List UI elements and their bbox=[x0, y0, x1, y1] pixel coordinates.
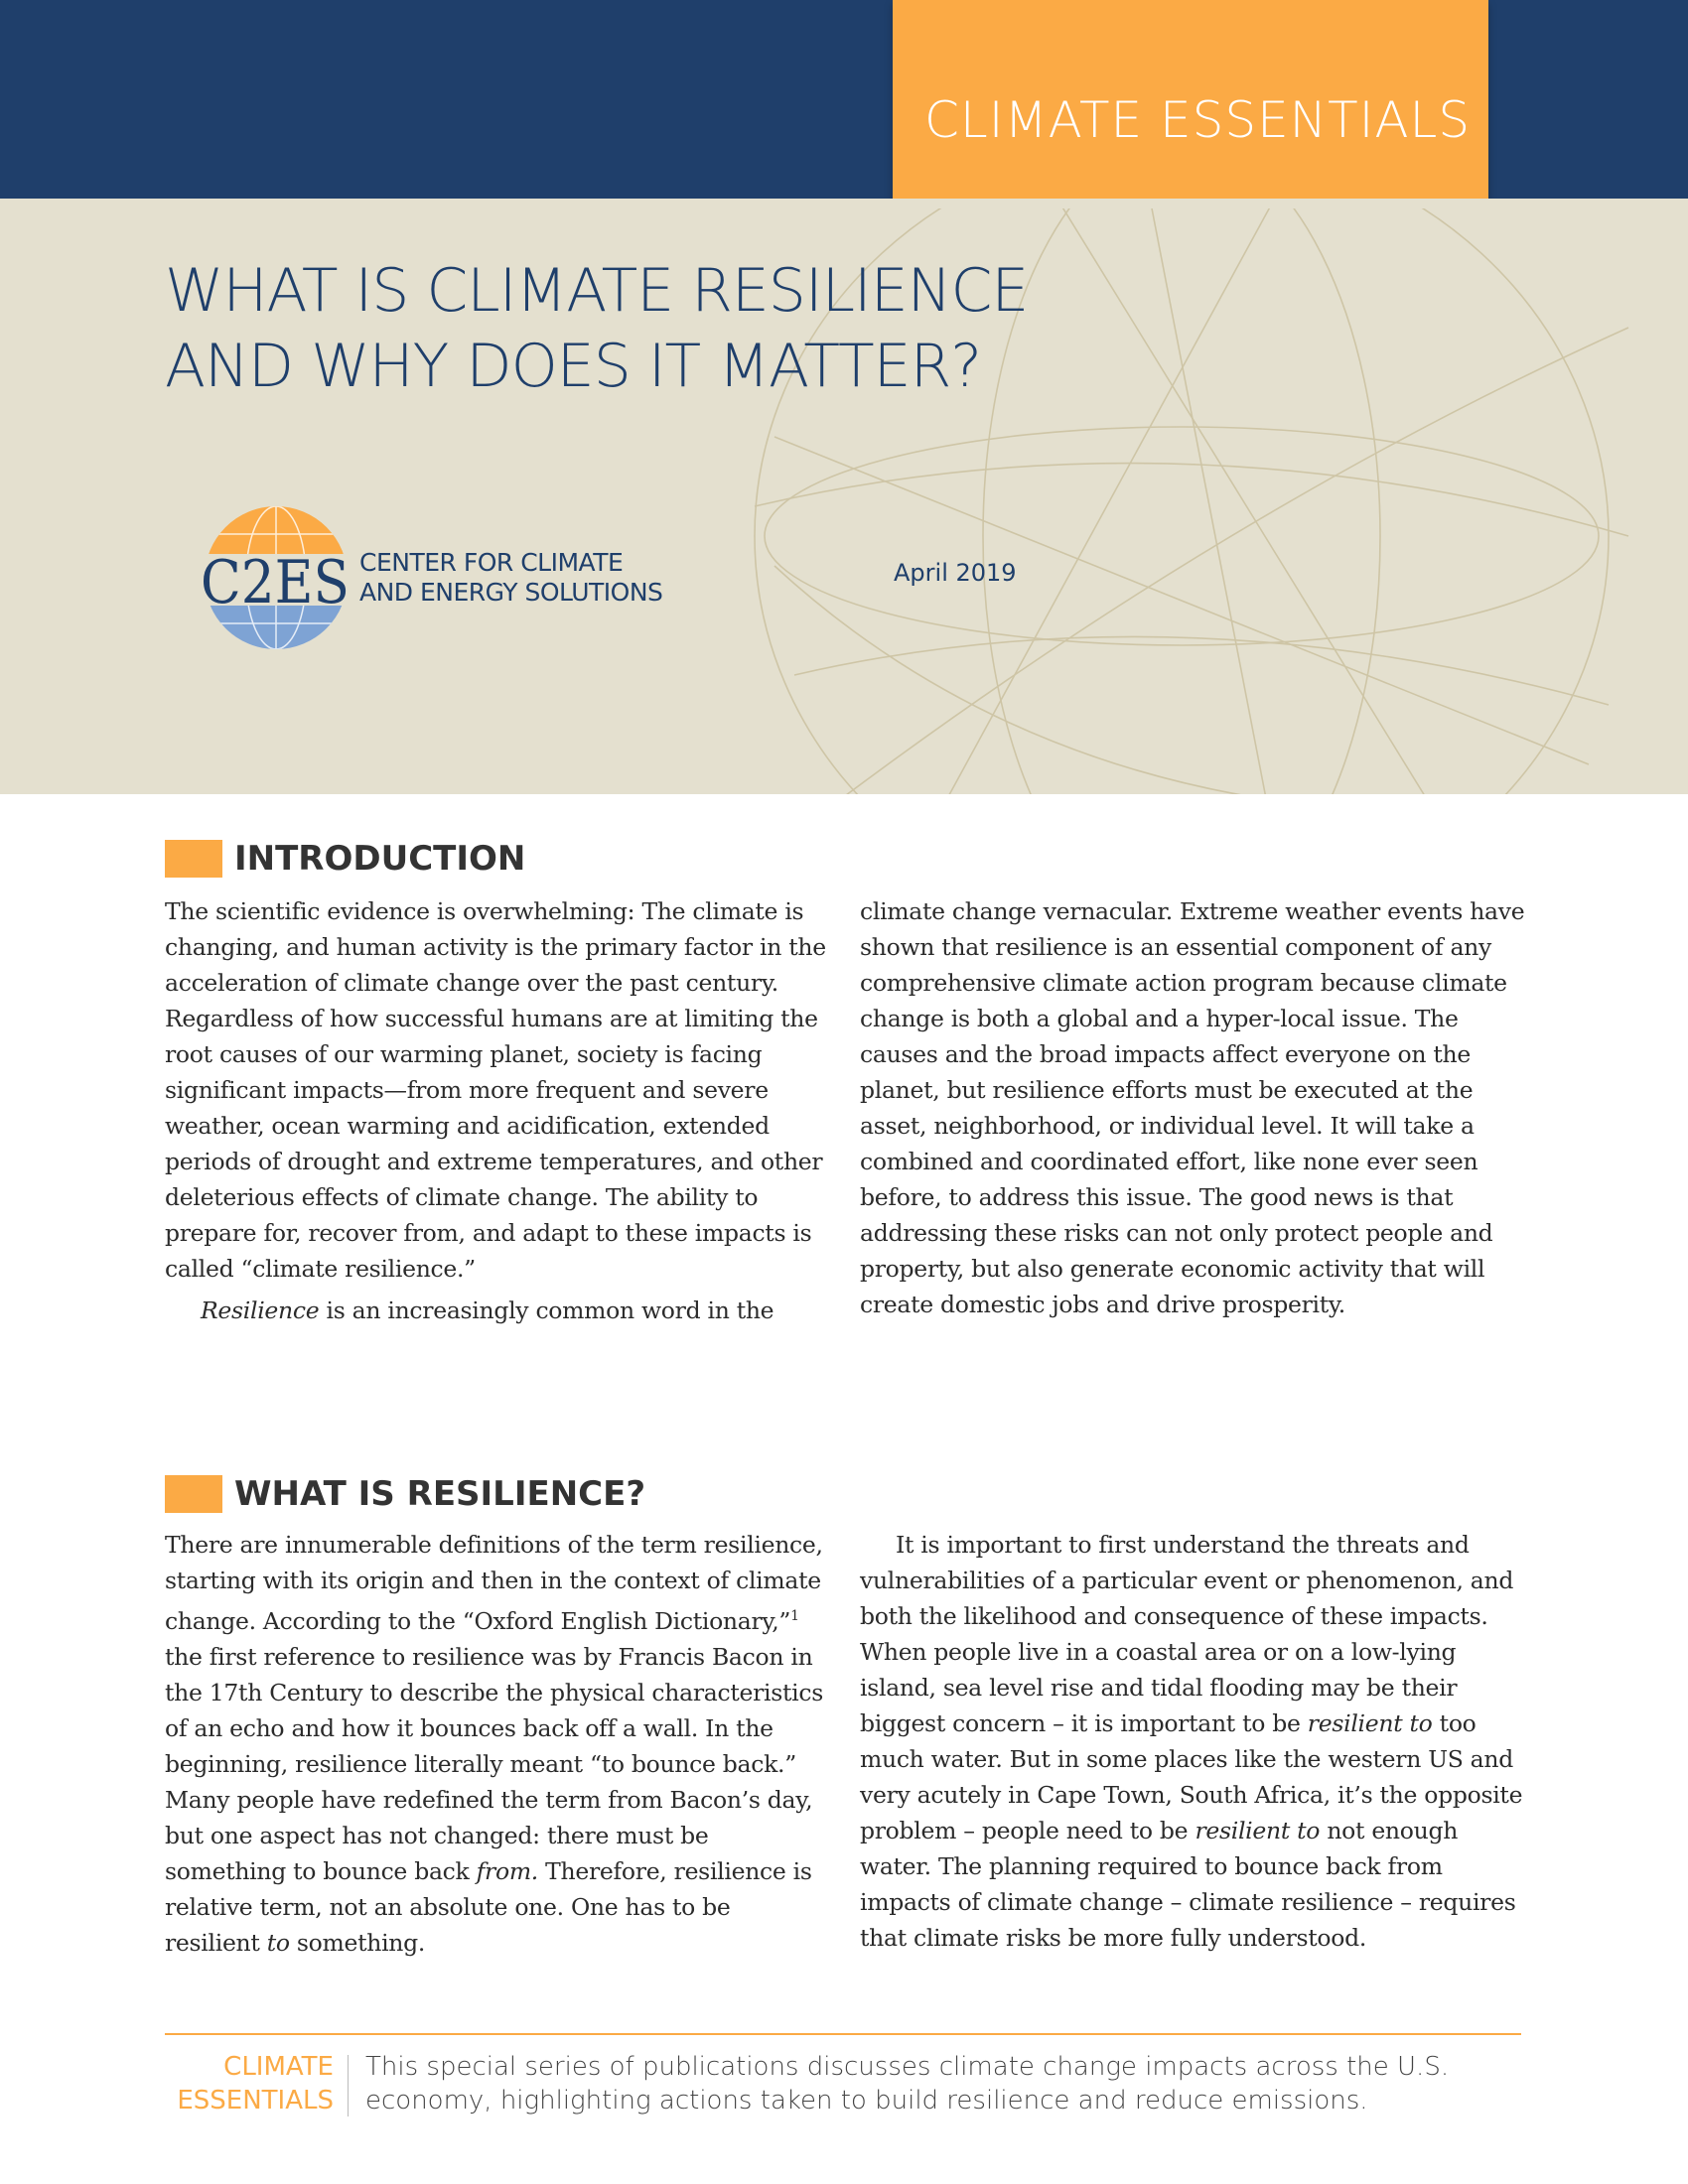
italic-term: to bbox=[266, 1928, 290, 1957]
section-heading-introduction: INTRODUCTION bbox=[165, 839, 525, 879]
italic-term: from. bbox=[476, 1856, 539, 1885]
intro-right-column: climate change vernacular. Extreme weath… bbox=[860, 893, 1525, 1322]
footer-description: This special series of publications disc… bbox=[365, 2052, 1450, 2116]
text: is an increasingly common word in the bbox=[319, 1297, 774, 1324]
text: not enough water. The planning required … bbox=[860, 1817, 1516, 1952]
intro-left-column: The scientific evidence is overwhelming:… bbox=[165, 893, 832, 1328]
org-name: CENTER FOR CLIMATE AND ENERGY SOLUTIONS bbox=[359, 548, 663, 608]
paragraph: climate change vernacular. Extreme weath… bbox=[860, 897, 1525, 1318]
hero bbox=[0, 199, 1688, 794]
text: the first reference to resilience was by… bbox=[165, 1642, 823, 1885]
footer-divider bbox=[165, 2033, 1521, 2035]
title-line-1: WHAT IS CLIMATE RESILIENCE bbox=[165, 256, 1029, 326]
text: Therefore, resilience is relative term, … bbox=[165, 1856, 812, 1957]
heading-marker bbox=[165, 1475, 222, 1513]
c2es-logo: C2ES bbox=[199, 506, 357, 649]
paragraph: There are innumerable definitions of the… bbox=[165, 1527, 832, 1961]
paragraph: Resilience is an increasingly common wor… bbox=[165, 1293, 832, 1328]
text: too much water. But in some places like … bbox=[860, 1709, 1523, 1844]
globe-graphic bbox=[754, 208, 1629, 794]
series-label: CLIMATE ESSENTIALS bbox=[924, 91, 1472, 149]
paragraph: The scientific evidence is overwhelming:… bbox=[165, 897, 826, 1283]
italic-term: resilient to bbox=[1307, 1709, 1433, 1737]
resilience-left-column: There are innumerable definitions of the… bbox=[165, 1527, 832, 1961]
footnote-ref[interactable]: 1 bbox=[790, 1608, 799, 1624]
footer-label-line-2: ESSENTIALS bbox=[177, 2086, 334, 2116]
text: It is important to first understand the … bbox=[860, 1531, 1514, 1737]
heading-text: WHAT IS RESILIENCE? bbox=[234, 1474, 646, 1514]
svg-text:C2ES: C2ES bbox=[201, 548, 350, 617]
text: something. bbox=[289, 1928, 426, 1957]
heading-text: INTRODUCTION bbox=[234, 839, 526, 879]
resilience-right-column: It is important to first understand the … bbox=[860, 1527, 1525, 1956]
section-heading-resilience: WHAT IS RESILIENCE? bbox=[165, 1474, 645, 1514]
title-line-2: AND WHY DOES IT MATTER? bbox=[165, 332, 982, 401]
footer-label-line-1: CLIMATE bbox=[223, 2052, 334, 2082]
italic-term: Resilience bbox=[201, 1297, 320, 1324]
publication-date: April 2019 bbox=[894, 559, 1017, 587]
footer-separator bbox=[348, 2055, 349, 2116]
series-label-box: CLIMATE ESSENTIALS bbox=[893, 0, 1488, 199]
page-title: WHAT IS CLIMATE RESILIENCE AND WHY DOES I… bbox=[165, 253, 1029, 404]
org-line-1: CENTER FOR CLIMATE bbox=[359, 548, 624, 577]
heading-marker bbox=[165, 840, 222, 878]
text: There are innumerable definitions of the… bbox=[165, 1531, 823, 1635]
org-line-2: AND ENERGY SOLUTIONS bbox=[359, 578, 663, 607]
footer-label: CLIMATE ESSENTIALS bbox=[159, 2050, 334, 2117]
italic-term: resilient to bbox=[1195, 1817, 1321, 1844]
paragraph: It is important to first understand the … bbox=[860, 1527, 1525, 1956]
